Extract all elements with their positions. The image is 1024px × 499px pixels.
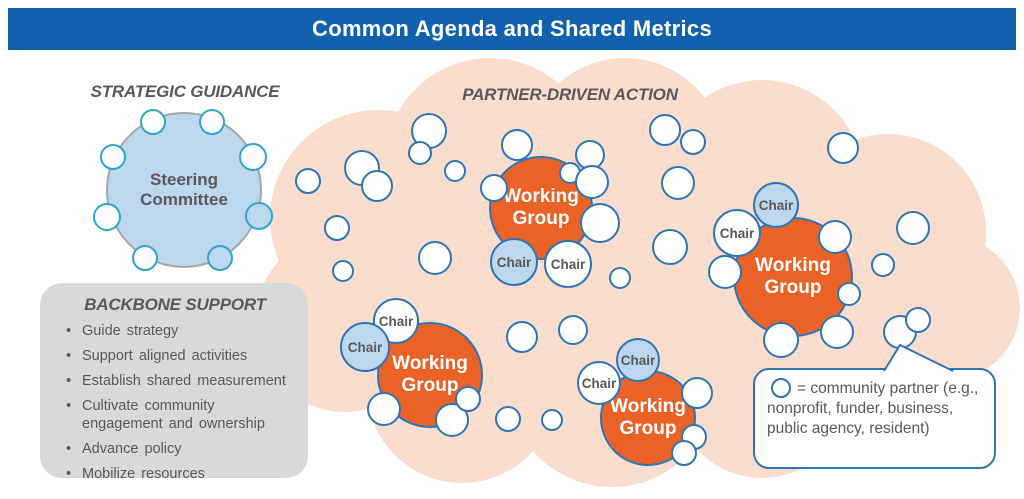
chair-circle: Chair <box>577 361 621 405</box>
community-partner-circle <box>649 114 681 146</box>
chair-label: Chair <box>378 313 414 329</box>
community-partner-circle <box>820 315 854 349</box>
community-partner-circle <box>444 160 466 182</box>
steering-member-circle <box>245 202 273 230</box>
community-partner-circle <box>575 165 609 199</box>
working-group-label: Working Group <box>392 353 468 396</box>
community-partner-circle <box>708 255 742 289</box>
community-partner-circle <box>295 168 321 194</box>
backbone-item: Mobilize resources <box>62 465 294 484</box>
community-partner-circle <box>506 321 538 353</box>
chair-label: Chair <box>620 352 656 368</box>
backbone-item: Establish shared measurement <box>62 372 294 391</box>
community-partner-circle <box>480 174 508 202</box>
community-partner-circle <box>332 260 354 282</box>
backbone-item: Guide strategy <box>62 322 294 341</box>
chair-label: Chair <box>550 256 586 272</box>
community-partner-circle <box>558 315 588 345</box>
chair-label: Chair <box>719 225 755 241</box>
partner-driven-action-label: PARTNER-DRIVEN ACTION <box>462 85 678 104</box>
community-partner-circle <box>671 440 697 466</box>
community-partner-circle <box>418 241 452 275</box>
community-partner-circle <box>837 282 861 306</box>
working-group-label: Working Group <box>610 396 686 439</box>
community-partner-circle <box>609 267 631 289</box>
chair-circle: Chair <box>373 298 419 344</box>
backbone-item: Cultivate community engagement and owner… <box>62 397 294 435</box>
community-partner-circle <box>681 377 713 409</box>
community-partner-circle <box>367 392 401 426</box>
community-partner-circle <box>541 409 563 431</box>
community-partner-circle <box>324 215 350 241</box>
chair-label: Chair <box>496 254 532 270</box>
community-partner-circle <box>495 406 521 432</box>
backbone-support-box: BACKBONE SUPPORT Guide strategy Support a… <box>40 283 308 484</box>
community-partner-circle <box>905 307 931 333</box>
steering-member-circle <box>207 245 233 271</box>
community-partner-circle <box>455 386 481 412</box>
page-title: Common Agenda and Shared Metrics <box>312 16 712 41</box>
chair-label: Chair <box>758 197 794 213</box>
steering-member-circle <box>100 144 126 170</box>
steering-committee-circle: Steering Committee <box>106 112 262 268</box>
chair-circle: Chair <box>753 182 799 228</box>
backbone-item: Support aligned activities <box>62 347 294 366</box>
steering-member-circle <box>132 245 158 271</box>
community-partner-circle <box>680 129 706 155</box>
community-partner-circle <box>661 166 695 200</box>
working-group-label: Working Group <box>503 186 579 229</box>
community-partner-circle <box>652 229 688 265</box>
header-bar: Common Agenda and Shared Metrics <box>8 8 1016 50</box>
backbone-support-list: Guide strategy Support aligned activities… <box>54 322 296 484</box>
steering-member-circle <box>93 203 121 231</box>
steering-committee-label: Steering Committee <box>140 169 228 209</box>
community-partner-icon <box>771 378 791 398</box>
legend-detail: (e.g., nonprofit, funder, business, publ… <box>767 380 979 438</box>
community-partner-circle <box>871 253 895 277</box>
chair-circle: Chair <box>713 209 761 257</box>
steering-member-circle <box>239 143 267 171</box>
working-group-label: Working Group <box>755 255 831 298</box>
community-partner-circle <box>501 129 533 161</box>
community-partner-circle <box>827 132 859 164</box>
legend-symbol-label: = community partner <box>797 380 939 397</box>
chair-circle: Chair <box>616 338 660 382</box>
steering-member-circle <box>199 109 225 135</box>
legend-callout: = community partner (e.g., nonprofit, fu… <box>753 368 996 469</box>
community-partner-circle <box>818 220 852 254</box>
chair-circle: Chair <box>490 238 538 286</box>
community-partner-circle <box>763 322 799 358</box>
chair-label: Chair <box>581 375 617 391</box>
community-partner-circle <box>408 141 432 165</box>
backbone-item: Advance policy <box>62 440 294 459</box>
strategic-guidance-label: STRATEGIC GUIDANCE <box>90 82 280 101</box>
steering-member-circle <box>140 109 166 135</box>
backbone-support-title: BACKBONE SUPPORT <box>84 295 266 314</box>
chair-circle: Chair <box>544 240 592 288</box>
chair-label: Chair <box>347 339 383 355</box>
community-partner-circle <box>580 203 620 243</box>
community-partner-circle <box>361 170 393 202</box>
community-partner-circle <box>896 211 930 245</box>
chair-circle: Chair <box>340 322 390 372</box>
